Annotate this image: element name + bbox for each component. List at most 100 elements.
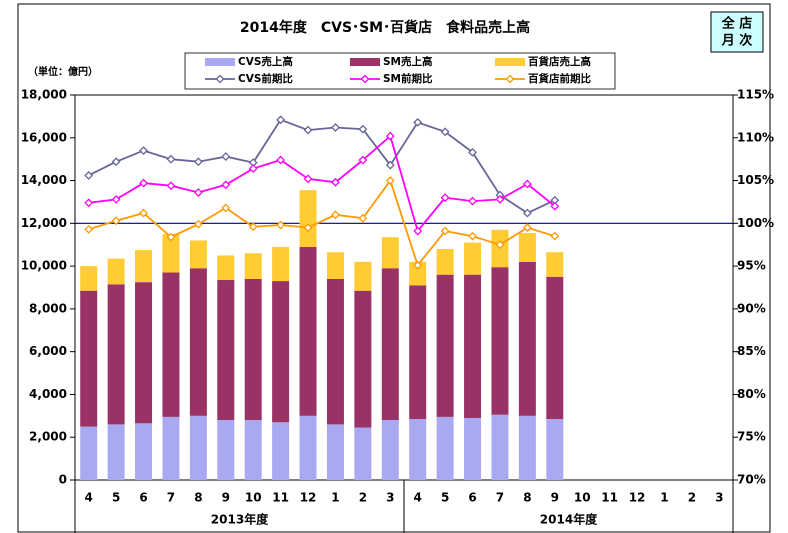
line-marker [522,223,532,233]
y-tick-label: 6,000 [29,344,67,358]
bar-segment [80,426,98,480]
group-label: 2013年度 [211,512,269,527]
bar-segment [518,232,536,262]
legend-label: SM前期比 [383,72,433,85]
bar-segment [272,422,290,480]
line-marker [221,152,231,162]
bar-segment [491,267,509,415]
bar-segment [409,285,427,420]
legend-marker [360,74,370,84]
bar-segment [546,252,564,277]
line-marker [248,164,258,173]
bar-segment [162,234,180,273]
x-tick-label: 6 [139,491,147,505]
line-marker [495,240,505,250]
legend-swatch [205,58,235,66]
y-tick-label: 4,000 [29,387,67,401]
line-series [88,118,556,215]
legend-marker [215,74,225,84]
x-tick-label: 7 [496,491,504,505]
bar-segment [464,274,482,418]
bar-segment [491,414,509,480]
line-marker [111,157,121,167]
line-marker [468,147,477,157]
x-tick-label: 4 [85,491,93,505]
line-marker [84,171,94,180]
y-tick-label: 12,000 [21,216,67,230]
y-tick-label: 2,000 [29,430,67,444]
y2-tick-label: 85% [737,344,766,358]
bar-segment [436,249,454,275]
badge-box [710,11,764,53]
bar-segment [518,415,536,480]
line-marker [440,193,450,203]
line-marker [193,188,203,197]
line-marker [303,174,313,184]
bar-segment [518,261,536,416]
line-marker [303,125,313,135]
bar-segment [244,420,262,480]
line-marker [111,194,121,204]
line-marker [221,180,231,190]
x-tick-label: 10 [245,491,262,505]
bar-segment [299,190,317,247]
y-tick-label: 10,000 [21,259,67,273]
line-marker [303,223,313,233]
bar-segment [436,274,454,417]
legend-marker [505,74,515,84]
x-tick-label: 8 [194,491,202,505]
legend-label: CVS前期比 [238,72,293,85]
line-marker [385,160,395,170]
bar-segment [244,253,262,279]
bar-segment [354,261,372,291]
bar-segment [189,268,207,416]
legend-swatch [495,58,525,66]
bar-segment [409,261,427,286]
x-tick-label: 12 [300,491,317,505]
line-marker [495,194,505,204]
line-marker [550,201,560,211]
bar-segment [299,246,317,416]
x-tick-label: 12 [629,491,646,505]
y-tick-label: 14,000 [21,173,67,187]
bar-segment [107,258,125,285]
bar-segment [189,415,207,480]
bar-segment [464,242,482,275]
line-marker [193,157,203,167]
x-tick-label: 8 [523,491,531,505]
line-series [88,134,556,233]
line-marker [522,179,532,189]
bar-segment [217,280,235,421]
x-tick-label: 2 [359,491,367,505]
x-tick-label: 3 [386,491,394,505]
bar-segment [107,424,125,480]
bar-segment [381,420,399,480]
bar-segment [135,423,153,480]
legend-swatch [350,58,380,66]
bar-segment [326,252,344,279]
x-tick-label: 1 [660,491,668,505]
y2-tick-label: 75% [737,430,766,444]
line-marker [193,219,203,229]
line-marker [166,232,176,242]
line-marker [358,124,368,134]
y2-tick-label: 100% [737,216,774,230]
x-tick-label: 10 [574,491,591,505]
line-marker [166,181,176,191]
line-marker [358,155,368,165]
badge-line: 全 店 [721,16,753,32]
x-tick-label: 9 [551,491,559,505]
line-marker [413,260,423,270]
line-marker [331,210,340,220]
line-marker [385,131,395,141]
y-tick-label: 16,000 [21,130,67,144]
line-marker [84,224,94,234]
line-marker [84,198,94,208]
bar-segment [546,276,564,420]
line-marker [468,196,477,206]
bar-segment [272,246,290,282]
bar-segment [217,255,235,281]
bar-segment [326,424,344,480]
bar-segment [381,237,399,269]
